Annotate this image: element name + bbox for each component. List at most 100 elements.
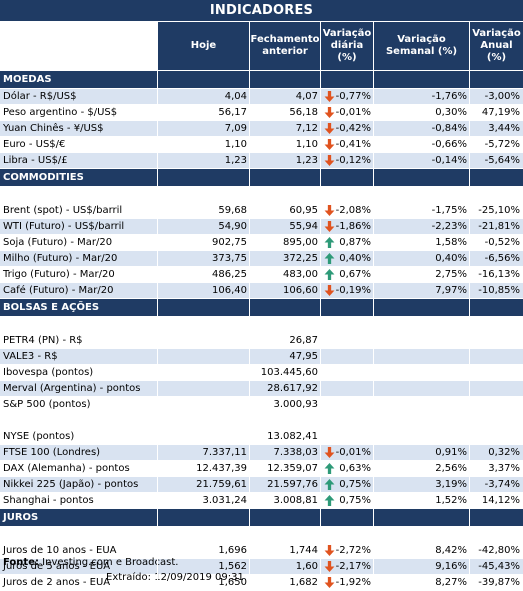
cell-var-semanal [374,397,470,412]
cell-var-semanal: 8,42% [435,545,467,556]
cell-fechamento: 372,25 [283,253,318,264]
table-row: Brent (spot) - US$/barril 59,68 60,95 -2,08… [0,203,523,218]
cell-name: Brent (spot) - US$/barril [3,205,123,216]
cell-var-diaria [321,381,374,396]
table-row: WTI (Futuro) - US$/barril 54,90 55,94 -1,86… [0,219,523,234]
cell-hoje: 54,90 [218,221,247,232]
cell-hoje: 7.337,11 [202,447,247,458]
cell-name: Yuan Chinês - ¥/US$ [3,123,104,134]
cell-var-semanal [374,187,470,202]
cell-var-anual [470,527,523,542]
cell-fechamento: 103.445,60 [260,367,318,378]
cell-name: NYSE (pontos) [3,431,75,442]
cell-hoje: 1,696 [218,545,247,556]
cell-var-anual [470,381,523,396]
cell-var-diaria: -2,08% [335,205,371,216]
cell-var-semanal: -2,23% [431,221,467,232]
table-row: Soja (Futuro) - Mar/20 902,75 895,00 0,87% 1… [0,235,523,250]
cell-fechamento: 3.008,81 [273,495,318,506]
cell-var-semanal: 1,58% [435,237,467,248]
cell-name: Juros de 5 anos - EUA [3,561,111,572]
cell-fechamento: 7.338,03 [273,447,318,458]
cell-hoje [158,317,250,332]
cell-var-semanal [374,429,470,444]
section-header: JUROS [0,509,523,526]
footer-extracted: Extraído: 12/09/2019 09:31 [106,572,244,583]
cell-fechamento: 13.082,41 [267,431,318,442]
page-title: INDICADORES [0,0,523,21]
cell-fechamento: 1,10 [295,139,318,150]
cell-var-anual: -39,87% [478,577,520,588]
header-blank [0,22,157,70]
arrow-up-icon [324,237,335,248]
section-header: COMMODITIES [0,169,523,186]
table-row-blank [0,317,523,332]
column-divider [249,71,250,591]
cell-var-diaria: -0,19% [335,285,371,296]
cell-fechamento [250,527,321,542]
cell-fechamento: 60,95 [289,205,318,216]
cell-fechamento: 55,94 [289,221,318,232]
cell-name: Euro - US$/€ [3,139,66,150]
cell-var-anual [470,397,523,412]
footer-source: Fonte: Investing.com e Broadcast. [3,557,178,568]
cell-var-anual: -21,81% [478,221,520,232]
table-row: Ibovespa (pontos) 103.445,60 [0,365,523,380]
cell-var-semanal: 2,56% [435,463,467,474]
cell-fechamento: 21.597,76 [267,479,318,490]
cell-var-anual [470,349,523,364]
cell-hoje [158,381,250,396]
cell-var-diaria: -1,86% [335,221,371,232]
arrow-down-icon [324,123,335,134]
table-row: Milho (Futuro) - Mar/20 373,75 372,25 0,40%… [0,251,523,266]
cell-name: Trigo (Futuro) - Mar/20 [3,269,115,280]
cell-hoje [158,429,250,444]
cell-var-semanal: 8,27% [435,577,467,588]
cell-hoje: 1,10 [224,139,247,150]
cell-hoje: 12.437,39 [196,463,247,474]
cell-name: Libra - US$/£ [3,155,68,166]
table-row: NYSE (pontos) 13.082,41 [0,429,523,444]
cell-var-diaria: 0,75% [339,479,371,490]
cell-var-semanal [374,333,470,348]
footer-extracted-label: Extraído: [106,572,152,583]
table-row: Nikkei 225 (Japão) - pontos 21.759,61 21.5… [0,477,523,492]
cell-fechamento: 12.359,07 [267,463,318,474]
cell-hoje: 1,23 [224,155,247,166]
cell-hoje [158,527,250,542]
cell-var-diaria: -0,01% [335,107,371,118]
table-row: Café (Futuro) - Mar/20 106,40 106,60 -0,19%… [0,283,523,298]
cell-var-anual: -45,43% [478,561,520,572]
arrow-up-icon [324,269,335,280]
arrow-down-icon [324,545,335,556]
cell-var-anual [470,413,523,428]
cell-var-diaria [321,397,374,412]
cell-var-anual: -42,80% [478,545,520,556]
cell-var-diaria [321,349,374,364]
cell-var-anual: 3,37% [488,463,520,474]
cell-var-diaria [321,527,374,542]
cell-var-semanal: 1,52% [435,495,467,506]
cell-hoje: 7,09 [224,123,247,134]
table-row: PETR4 (PN) - R$ 26,87 [0,333,523,348]
cell-hoje: 21.759,61 [196,479,247,490]
cell-hoje: 486,25 [212,269,247,280]
cell-hoje [158,187,250,202]
cell-var-anual [470,187,523,202]
arrow-down-icon [324,205,335,216]
cell-var-diaria [321,317,374,332]
arrow-down-icon [324,107,335,118]
arrow-down-icon [324,139,335,150]
cell-fechamento: 26,87 [289,335,318,346]
cell-var-diaria [321,333,374,348]
cell-name: Merval (Argentina) - pontos [3,383,141,394]
cell-var-semanal: 2,75% [435,269,467,280]
cell-var-anual: -0,52% [484,237,520,248]
cell-hoje: 1,562 [218,561,247,572]
table-row: Yuan Chinês - ¥/US$ 7,09 7,12 -0,42% -0,84% 3… [0,121,523,136]
arrow-down-icon [324,577,335,588]
cell-var-semanal: 0,91% [435,447,467,458]
cell-hoje: 56,17 [218,107,247,118]
cell-fechamento: 4,07 [295,91,318,102]
cell-var-diaria: 0,87% [339,237,371,248]
